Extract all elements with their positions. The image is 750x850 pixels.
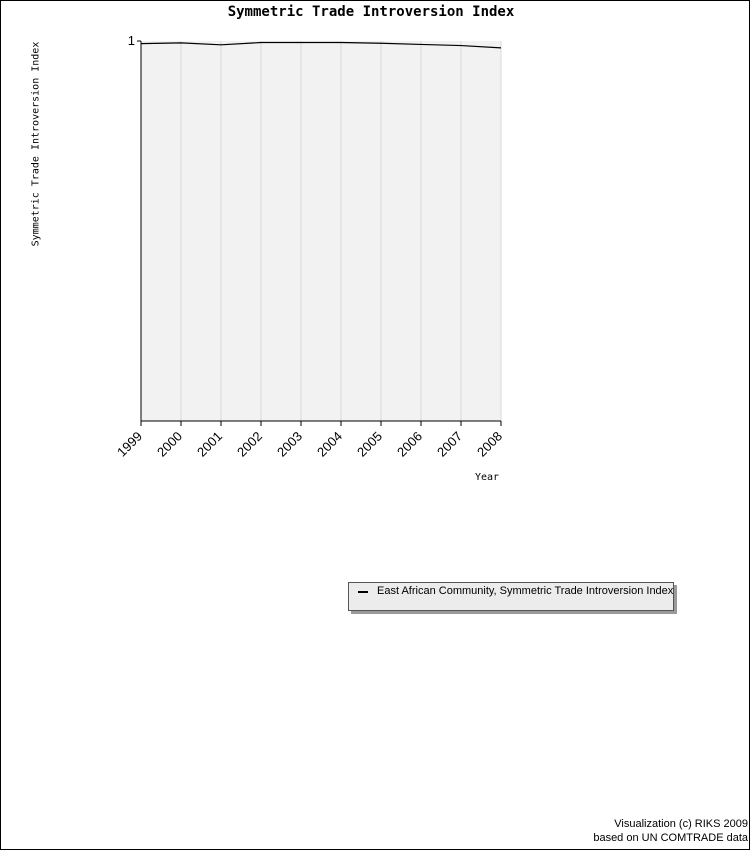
x-tick-label-2005: 2005 <box>354 429 385 460</box>
credit-text: Visualization (c) RIKS 2009 based on UN … <box>593 817 748 845</box>
legend-swatch <box>358 591 368 593</box>
chart-title: Symmetric Trade Introversion Index <box>227 4 515 20</box>
x-tick-label-2001: 2001 <box>194 429 225 460</box>
x-tick-label-2002: 2002 <box>234 429 265 460</box>
x-tick-label-2004: 2004 <box>314 429 345 460</box>
x-tick-label-2007: 2007 <box>434 429 465 460</box>
x-tick-label-2008: 2008 <box>474 429 505 460</box>
x-tick-label-1999: 1999 <box>114 429 145 460</box>
x-tick-label-2003: 2003 <box>274 429 305 460</box>
credit-line-visualization: Visualization (c) RIKS 2009 <box>614 818 748 830</box>
x-tick-label-2006: 2006 <box>394 429 425 460</box>
credit-line-data-source: based on UN COMTRADE data <box>593 832 748 844</box>
series-line-0 <box>140 41 502 49</box>
x-tick-label-2000: 2000 <box>154 429 185 460</box>
y-tick-label-1: 1 <box>128 33 135 48</box>
legend-label: East African Community, Symmetric Trade … <box>377 585 674 597</box>
x-axis-label: Year <box>475 472 500 483</box>
plot-background <box>141 41 501 421</box>
legend: East African Community, Symmetric Trade … <box>348 582 674 611</box>
chart-plot: 1999 2000 2001 2002 2003 2004 2005 2006 2007 2008… <box>114 33 505 460</box>
